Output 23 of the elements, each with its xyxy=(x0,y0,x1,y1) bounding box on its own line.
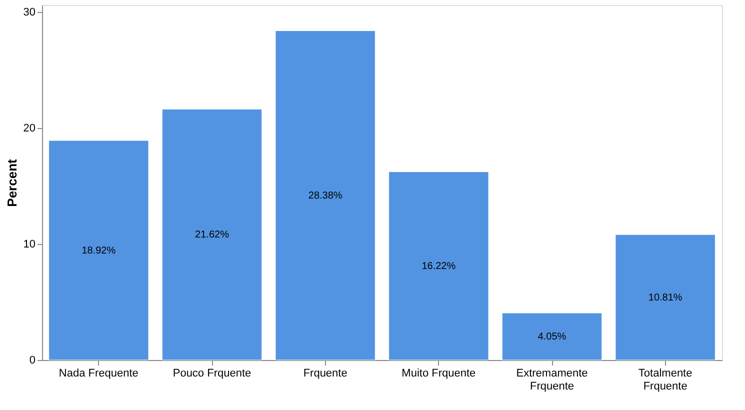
x-tick-label: Extremamente Frquente xyxy=(516,368,588,392)
bar xyxy=(275,30,376,360)
x-tick-label: Muito Frquente xyxy=(402,368,476,380)
bar xyxy=(388,172,489,360)
y-tick-label: 0 xyxy=(29,354,36,366)
y-tick-label: 10 xyxy=(23,238,36,250)
x-tick-label: Nada Frequente xyxy=(58,368,138,380)
data-label: 16.22% xyxy=(422,260,456,272)
x-tick-label: Totalmente Frquente xyxy=(638,368,692,392)
bar xyxy=(162,108,262,360)
y-axis-title: Percent xyxy=(4,158,20,207)
data-label: 21.62% xyxy=(195,230,230,241)
data-label: 10.81% xyxy=(648,292,682,304)
x-tick-label: Pouco Frquente xyxy=(172,368,252,380)
data-label: 18.92% xyxy=(82,245,116,256)
bar xyxy=(48,140,149,360)
data-label: 28.38% xyxy=(308,190,342,202)
y-tick-label: 20 xyxy=(23,122,36,134)
x-tick-label: Frquente xyxy=(303,368,348,380)
bar xyxy=(502,312,602,360)
data-label: 4.05% xyxy=(538,332,566,343)
bar xyxy=(615,234,716,360)
y-tick-label: 30 xyxy=(23,6,36,18)
